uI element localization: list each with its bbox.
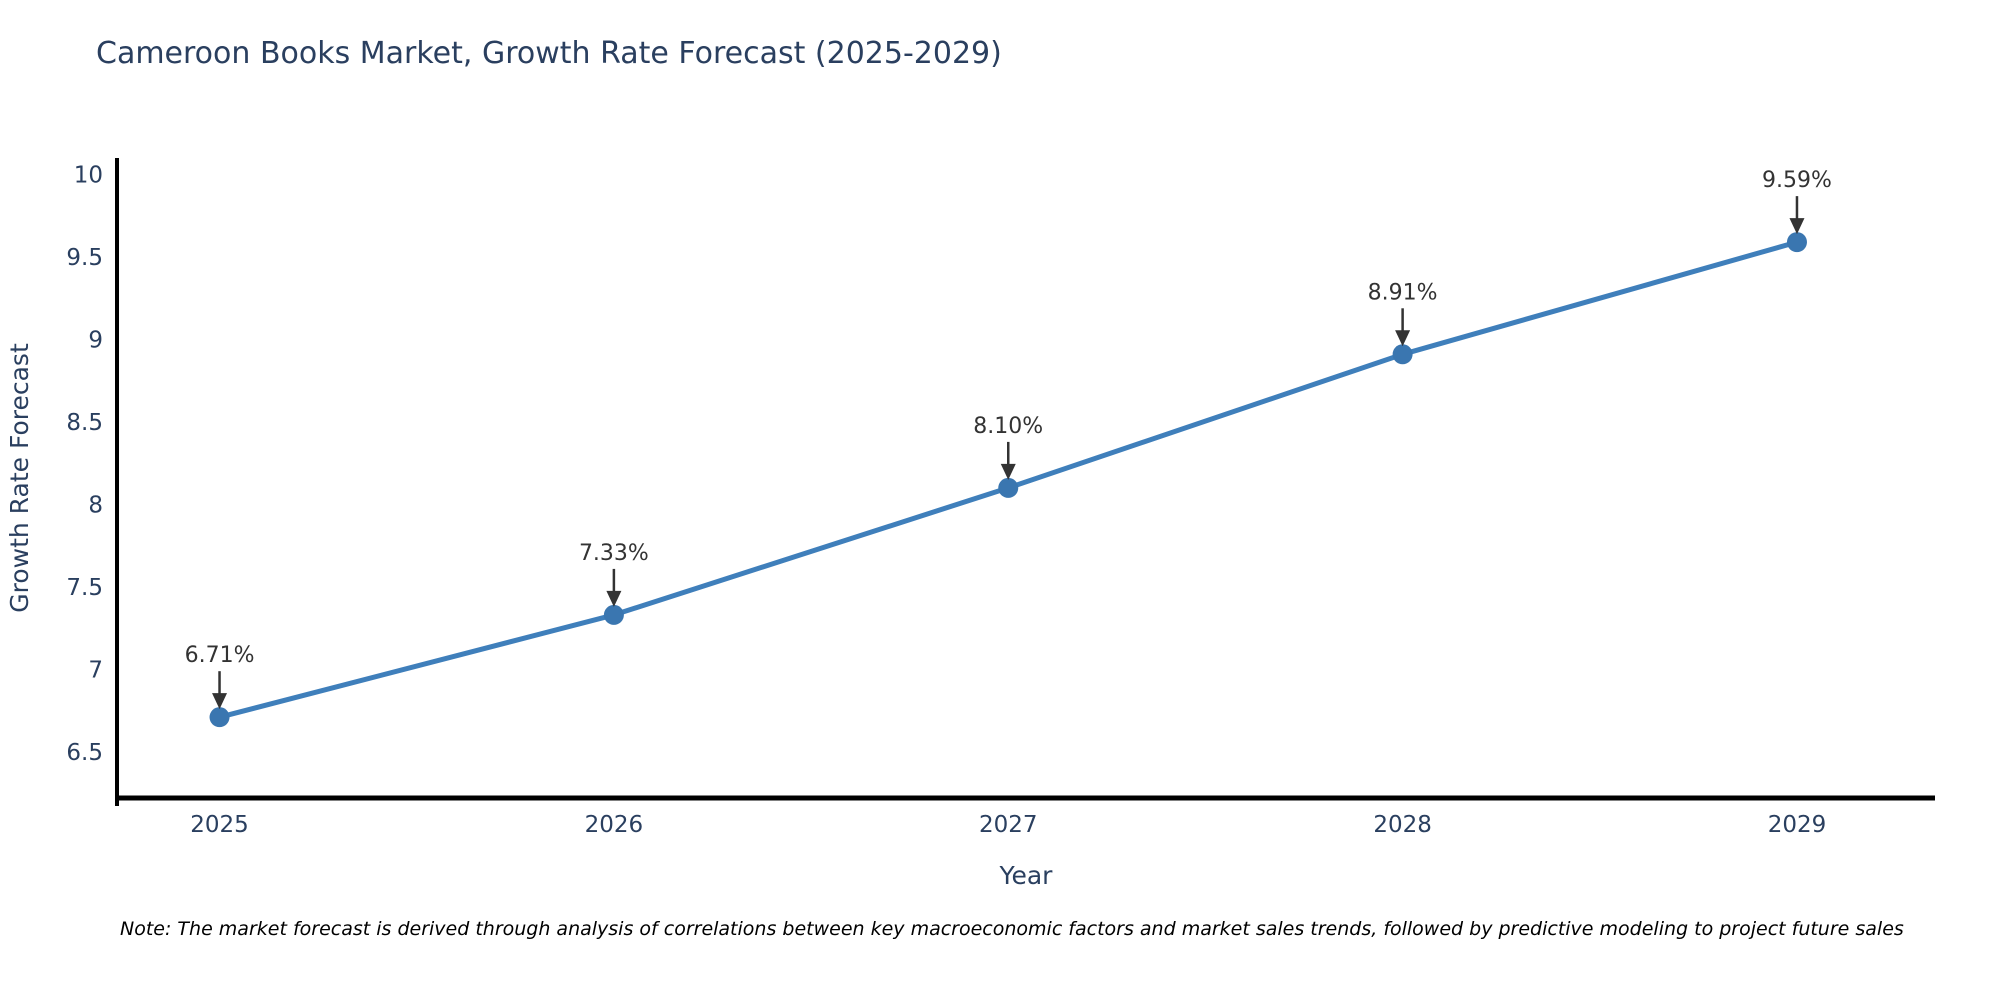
data-point-marker [1392, 344, 1413, 365]
data-point-label: 8.10% [973, 414, 1043, 439]
x-axis-title: Year [999, 861, 1054, 890]
y-tick-label: 9 [88, 327, 103, 353]
annotation-arrow-head [606, 590, 622, 607]
x-tick-label: 2027 [979, 812, 1038, 838]
y-tick-label: 7 [88, 657, 103, 683]
annotation-arrow-head [1000, 463, 1016, 480]
y-tick-label: 9.5 [66, 245, 103, 271]
data-point-label: 8.91% [1368, 280, 1438, 305]
x-tick-label: 2026 [585, 812, 644, 838]
data-point-marker [603, 604, 624, 625]
x-tick-label: 2025 [190, 812, 249, 838]
y-tick-label: 10 [74, 162, 103, 188]
y-tick-label: 7.5 [66, 575, 103, 601]
annotation-arrow-head [1395, 330, 1411, 347]
y-tick-label: 6.5 [66, 740, 103, 766]
x-tick-label: 2028 [1373, 812, 1432, 838]
data-point-marker [209, 707, 230, 728]
chart-title: Cameroon Books Market, Growth Rate Forec… [96, 36, 1002, 71]
y-axis-title: Growth Rate Forecast [5, 343, 34, 613]
data-point-label: 6.71% [185, 643, 255, 668]
footnote: Note: The market forecast is derived thr… [120, 918, 1904, 940]
y-tick-label: 8.5 [66, 410, 103, 436]
x-tick-label: 2029 [1768, 812, 1827, 838]
data-point-label: 7.33% [579, 541, 649, 566]
y-tick-label: 8 [88, 492, 103, 518]
annotation-arrow-head [212, 693, 228, 710]
data-point-marker [1786, 232, 1807, 253]
annotation-arrow-head [1789, 218, 1805, 235]
data-point-marker [998, 477, 1019, 498]
data-point-label: 9.59% [1762, 168, 1832, 193]
